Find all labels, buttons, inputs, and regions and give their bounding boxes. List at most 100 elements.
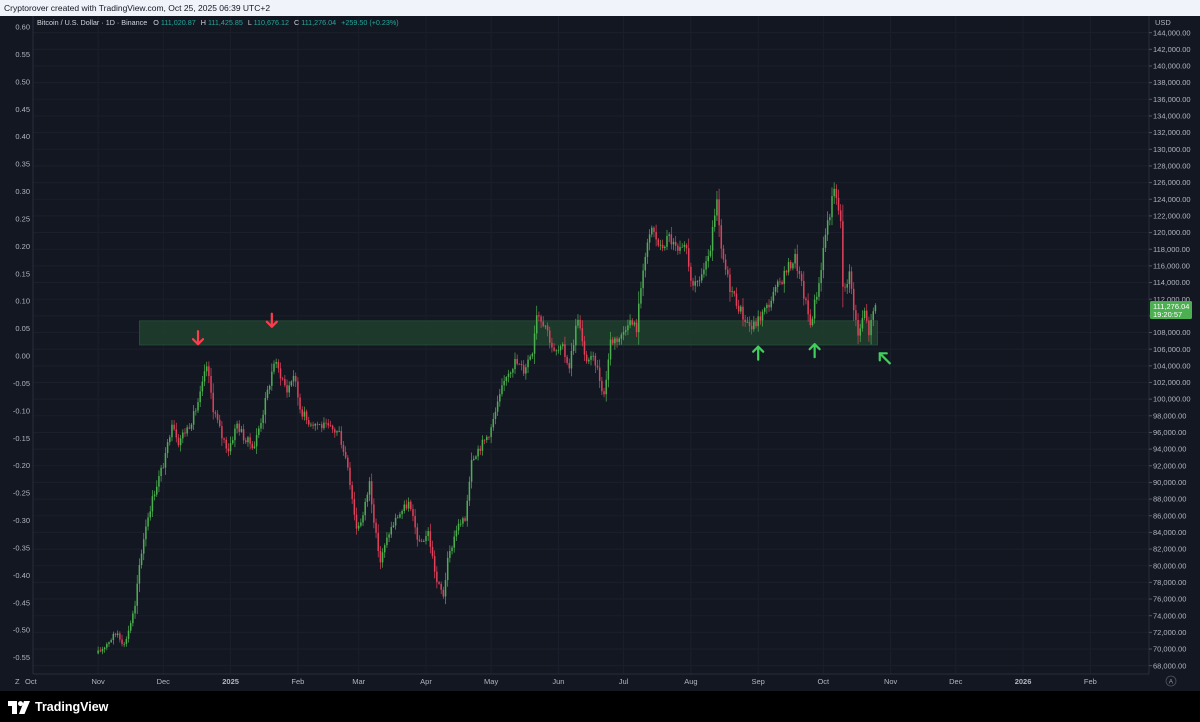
price-tick-label: 108,000.00 bbox=[1153, 328, 1191, 337]
candle-body bbox=[696, 281, 699, 282]
ohlc-legend: Bitcoin / U.S. Dollar · 1D · Binance O 1… bbox=[37, 18, 399, 27]
candle-body bbox=[173, 424, 175, 430]
candle-body bbox=[444, 580, 447, 597]
candle-body bbox=[260, 423, 262, 429]
candle-body bbox=[700, 274, 703, 281]
price-chart[interactable]: 0.60 0.55 0.50 0.45 0.40 0.35 0.30 0.25 0.20 0.15… bbox=[0, 0, 1200, 691]
candle-body bbox=[592, 355, 594, 357]
candle-body bbox=[685, 244, 688, 249]
time-tick-label: Nov bbox=[884, 677, 898, 686]
candle-body bbox=[321, 424, 323, 429]
candle-body bbox=[103, 647, 106, 650]
percent-tick-label: -0.35 bbox=[13, 543, 30, 552]
candle-body bbox=[761, 311, 764, 321]
last-price-value: 111,276.04 bbox=[1153, 302, 1189, 311]
percent-tick-label: 0.00 bbox=[15, 352, 30, 361]
candle-body bbox=[763, 308, 766, 312]
candle-body bbox=[770, 300, 772, 308]
candle-body bbox=[240, 429, 243, 432]
price-tick-label: 136,000.00 bbox=[1153, 95, 1191, 104]
candle-body bbox=[520, 363, 523, 366]
candle-body bbox=[360, 522, 362, 526]
price-tick-label: 74,000.00 bbox=[1153, 611, 1186, 620]
candle-body bbox=[572, 345, 575, 351]
candle-body bbox=[533, 333, 536, 354]
candle-body bbox=[245, 440, 247, 443]
candle-body bbox=[713, 215, 716, 227]
candle-body bbox=[551, 342, 553, 348]
candle-body bbox=[835, 188, 838, 198]
candle-body bbox=[640, 288, 642, 304]
price-tick-label: 140,000.00 bbox=[1153, 62, 1191, 71]
percent-tick-label: 0.35 bbox=[15, 160, 30, 169]
candle-body bbox=[286, 385, 288, 393]
time-tick-label: Aug bbox=[684, 677, 697, 686]
percent-tick-label: 0.25 bbox=[15, 214, 30, 223]
percent-tick-label: 0.15 bbox=[15, 269, 30, 278]
candle-body bbox=[149, 511, 152, 518]
candle-body bbox=[418, 539, 421, 542]
left-percent-axis[interactable]: 0.60 0.55 0.50 0.45 0.40 0.35 0.30 0.25 0.20 0.15… bbox=[13, 23, 30, 663]
candle-body bbox=[566, 356, 568, 363]
candle-body bbox=[99, 650, 102, 652]
candle-body bbox=[659, 244, 662, 246]
candle-body bbox=[781, 282, 783, 284]
candle-body bbox=[373, 504, 375, 523]
candle-body bbox=[807, 300, 809, 315]
legend-open-label: O bbox=[153, 18, 159, 27]
candle-body bbox=[861, 317, 864, 329]
price-tick-label: 130,000.00 bbox=[1153, 145, 1191, 154]
tradingview-logo[interactable]: TradingView bbox=[8, 699, 108, 715]
arrow-down-red bbox=[265, 312, 278, 328]
candle-body bbox=[677, 245, 679, 251]
candle-body bbox=[405, 504, 408, 509]
candle-body bbox=[114, 633, 117, 636]
candle-body bbox=[611, 339, 614, 344]
candle-body bbox=[868, 320, 870, 336]
legend-high-label: H bbox=[201, 18, 206, 27]
auto-scale-button[interactable]: A bbox=[1165, 675, 1177, 687]
candle-body bbox=[540, 316, 542, 322]
price-tick-label: 132,000.00 bbox=[1153, 128, 1191, 137]
candle-body bbox=[123, 643, 125, 645]
candle-body bbox=[644, 256, 647, 271]
zoom-reset-label[interactable]: Z bbox=[15, 677, 20, 686]
candle-body bbox=[340, 430, 343, 445]
candle-body bbox=[742, 306, 744, 320]
candle-body bbox=[816, 296, 818, 300]
price-tick-label: 80,000.00 bbox=[1153, 561, 1186, 570]
candle-body bbox=[147, 517, 149, 527]
candle-body bbox=[492, 418, 495, 428]
candle-body bbox=[381, 552, 384, 563]
candle-body bbox=[488, 436, 490, 438]
candle-body bbox=[145, 526, 147, 540]
candle-body bbox=[449, 550, 451, 558]
price-tick-label: 70,000.00 bbox=[1153, 645, 1186, 654]
candle-body bbox=[303, 411, 306, 417]
candle-body bbox=[707, 256, 710, 262]
last-price-badge: 111,276.04 19:20:57 bbox=[1150, 301, 1192, 319]
right-price-axis[interactable]: 68,000.00 70,000.00 72,000.00 74,000.00 76,0… bbox=[1149, 28, 1191, 670]
candle-body bbox=[753, 321, 755, 330]
candle-body bbox=[822, 247, 825, 271]
candle-body bbox=[585, 354, 588, 362]
candle-body bbox=[588, 359, 590, 362]
candle-body bbox=[221, 426, 223, 439]
candle-body bbox=[312, 424, 314, 426]
candle-body bbox=[431, 546, 434, 557]
candle-body bbox=[486, 436, 488, 441]
candle-body bbox=[553, 347, 555, 351]
candle-body bbox=[155, 486, 158, 495]
candle-body bbox=[789, 262, 792, 269]
candle-body bbox=[614, 338, 616, 344]
candle-body bbox=[496, 401, 499, 412]
candle-body bbox=[831, 196, 833, 218]
time-axis[interactable]: Oct Nov Dec 2025 Feb Mar Apr May Jun Jul Aug Sep Oct… bbox=[25, 677, 1097, 686]
candle-body bbox=[297, 381, 299, 398]
candle-body bbox=[542, 321, 544, 327]
candle-body bbox=[377, 532, 379, 551]
candle-body bbox=[655, 231, 657, 240]
candle-body bbox=[227, 448, 230, 452]
candle-body bbox=[375, 522, 377, 533]
candle-body bbox=[462, 518, 464, 524]
